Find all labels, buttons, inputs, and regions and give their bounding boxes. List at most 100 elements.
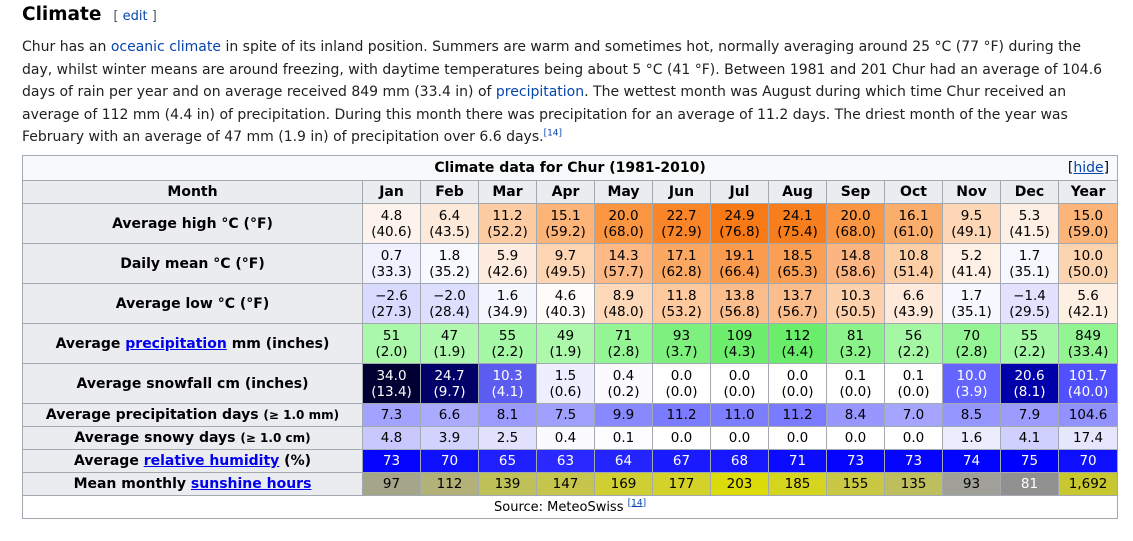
value-cell: 4.6 (40.3) [536, 283, 595, 324]
value-cell: 8.1 [478, 403, 537, 427]
value-cell: 70 [420, 449, 479, 473]
value-primary: 6.6 [902, 287, 925, 304]
value-converted: (42.1) [1067, 303, 1109, 320]
value-primary: 17.1 [666, 247, 697, 264]
row-label-link[interactable]: sunshine hours [190, 476, 312, 492]
value-primary: 101.7 [1068, 367, 1108, 384]
value-converted: (9.7) [433, 383, 466, 400]
value-cell: 14.8 (58.6) [826, 243, 885, 284]
month-jun: Jun [652, 180, 711, 204]
value-converted: (2.2) [491, 343, 524, 360]
value-cell: 81 (3.2) [826, 323, 885, 364]
value-cell: 34.0 (13.4) [362, 363, 421, 404]
value-converted: (61.0) [893, 223, 934, 240]
value-primary: −1.4 [1013, 287, 1046, 304]
value-primary: 16.1 [898, 207, 929, 224]
value-converted: (0.6) [549, 383, 582, 400]
value-cell: 15.1 (59.2) [536, 203, 595, 244]
month-aug: Aug [768, 180, 827, 204]
value-converted: (43.9) [893, 303, 934, 320]
value-primary: 6.4 [438, 207, 461, 224]
value-primary: 1.8 [438, 247, 461, 264]
value-primary: 93 [962, 476, 981, 492]
climate-row: Daily mean °C (°F) 0.7 (33.3) 1.8 (35.2) 5.9(… [22, 243, 1119, 284]
value-primary: 9.7 [554, 247, 577, 264]
value-converted: (48.0) [603, 303, 644, 320]
value-cell: 11.2 [652, 403, 711, 427]
value-cell: 0.0 [884, 426, 943, 450]
value-primary: −2.6 [375, 287, 408, 304]
value-cell: 9.9 [594, 403, 653, 427]
value-primary: 112 [784, 327, 811, 344]
value-primary: 22.7 [666, 207, 697, 224]
value-primary: 6.6 [438, 407, 461, 423]
value-cell: 135 [884, 472, 943, 496]
value-cell: 20.6 (8.1) [1000, 363, 1059, 404]
value-cell: 1.7 (35.1) [942, 283, 1001, 324]
value-cell: 67 [652, 449, 711, 473]
value-cell: 11.8 (53.2) [652, 283, 711, 324]
hide-link[interactable]: hide [1073, 160, 1104, 176]
value-cell: 5.9 (42.6) [478, 243, 537, 284]
value-primary: 70 [1079, 453, 1097, 469]
value-cell: 0.1 (0.0) [826, 363, 885, 404]
row-label: Average snowfall cm (inches) [22, 363, 363, 404]
edit-link[interactable]: edit [122, 9, 148, 24]
value-primary: 68 [730, 453, 749, 469]
value-primary: 97 [382, 476, 401, 492]
value-cell: 2.5 [478, 426, 537, 450]
month-nov: Nov [942, 180, 1001, 204]
value-converted: (56.7) [777, 303, 818, 320]
climate-row: Average precipitation days (≥ 1.0 mm) 7.3… [22, 403, 1119, 427]
reference-link[interactable]: [14] [543, 128, 563, 139]
value-cell: 1.8 (35.2) [420, 243, 479, 284]
value-converted: (76.8) [719, 223, 760, 240]
value-cell: 11.0 [710, 403, 769, 427]
edit-section: [ edit ] [113, 9, 157, 24]
value-converted: (2.8) [955, 343, 988, 360]
precipitation-link[interactable]: precipitation [495, 84, 585, 101]
oceanic-climate-link[interactable]: oceanic climate [110, 39, 221, 55]
value-cell: 849 (33.4) [1057, 323, 1119, 364]
value-primary: 0.1 [612, 430, 635, 446]
value-primary: 11.8 [666, 287, 697, 304]
value-converted: (1.9) [433, 343, 466, 360]
value-converted: (66.4) [719, 263, 760, 280]
source-row: Source: MeteoSwiss [14] [21, 495, 1119, 519]
value-primary: 5.6 [1077, 287, 1099, 304]
value-cell: 7.3 [362, 403, 421, 427]
value-converted: (27.3) [371, 303, 412, 320]
value-cell: 70 [1057, 449, 1119, 473]
value-cell: 55 (2.2) [1000, 323, 1059, 364]
value-primary: −2.0 [433, 287, 466, 304]
value-primary: 17.4 [1073, 430, 1104, 446]
value-cell: 17.1 (62.8) [652, 243, 711, 284]
value-cell: 1,692 [1057, 472, 1119, 496]
value-converted: (4.4) [781, 343, 814, 360]
source-text: Source: MeteoSwiss [494, 499, 628, 515]
value-cell: 15.0 (59.0) [1057, 203, 1119, 244]
value-cell: 10.0 (3.9) [942, 363, 1001, 404]
value-primary: 0.1 [902, 367, 925, 384]
value-cell: −2.0 (28.4) [420, 283, 479, 324]
climate-table: Climate data for Chur (1981-2010) [hide] M… [21, 155, 1119, 519]
source-reference-link[interactable]: [14] [627, 498, 647, 509]
value-cell: 9.5 (49.1) [942, 203, 1001, 244]
value-primary: 5.9 [496, 247, 519, 264]
value-primary: 0.0 [728, 430, 751, 446]
value-cell: 155 [826, 472, 885, 496]
value-primary: 9.5 [960, 207, 983, 224]
climate-row: Average low °C (°F) −2.6 (27.3) −2.0 (28.4) 1… [22, 283, 1119, 324]
value-cell: 55 (2.2) [478, 323, 537, 364]
value-converted: (35.1) [951, 303, 992, 320]
value-primary: 20.0 [840, 207, 871, 224]
row-label-link[interactable]: relative humidity [143, 453, 280, 469]
row-label-link[interactable]: precipitation [125, 335, 227, 352]
value-primary: 0.0 [786, 430, 809, 446]
value-primary: 24.1 [782, 207, 813, 224]
value-primary: 70 [440, 453, 459, 469]
value-primary: 15.0 [1073, 207, 1104, 224]
value-primary: 0.0 [670, 430, 693, 446]
value-converted: (57.7) [603, 263, 644, 280]
value-primary: 0.4 [554, 430, 577, 446]
